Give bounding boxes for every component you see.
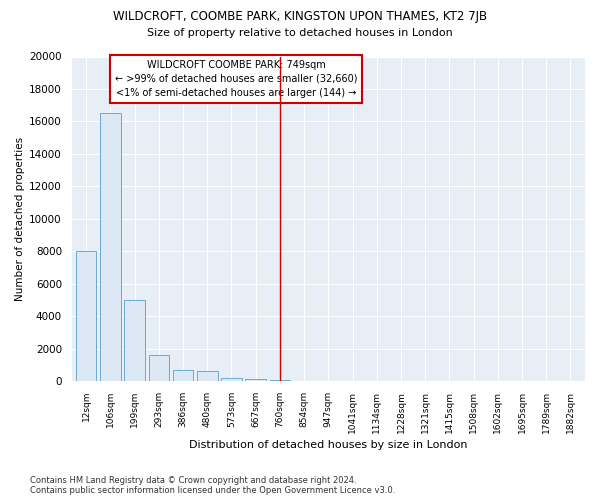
X-axis label: Distribution of detached houses by size in London: Distribution of detached houses by size … [189,440,467,450]
Bar [124,300,145,381]
Bar [245,379,266,381]
Bar [100,114,121,381]
Y-axis label: Number of detached properties: Number of detached properties [15,137,25,301]
Bar [149,355,169,381]
Text: WILDCROFT, COOMBE PARK, KINGSTON UPON THAMES, KT2 7JB: WILDCROFT, COOMBE PARK, KINGSTON UPON TH… [113,10,487,23]
Bar [173,370,193,381]
Text: WILDCROFT COOMBE PARK: 749sqm
← >99% of detached houses are smaller (32,660)
<1%: WILDCROFT COOMBE PARK: 749sqm ← >99% of … [115,60,357,98]
Bar [197,372,218,381]
Text: Size of property relative to detached houses in London: Size of property relative to detached ho… [147,28,453,38]
Text: Contains HM Land Registry data © Crown copyright and database right 2024.
Contai: Contains HM Land Registry data © Crown c… [30,476,395,495]
Bar [221,378,242,381]
Bar [269,380,290,381]
Bar [76,252,97,381]
